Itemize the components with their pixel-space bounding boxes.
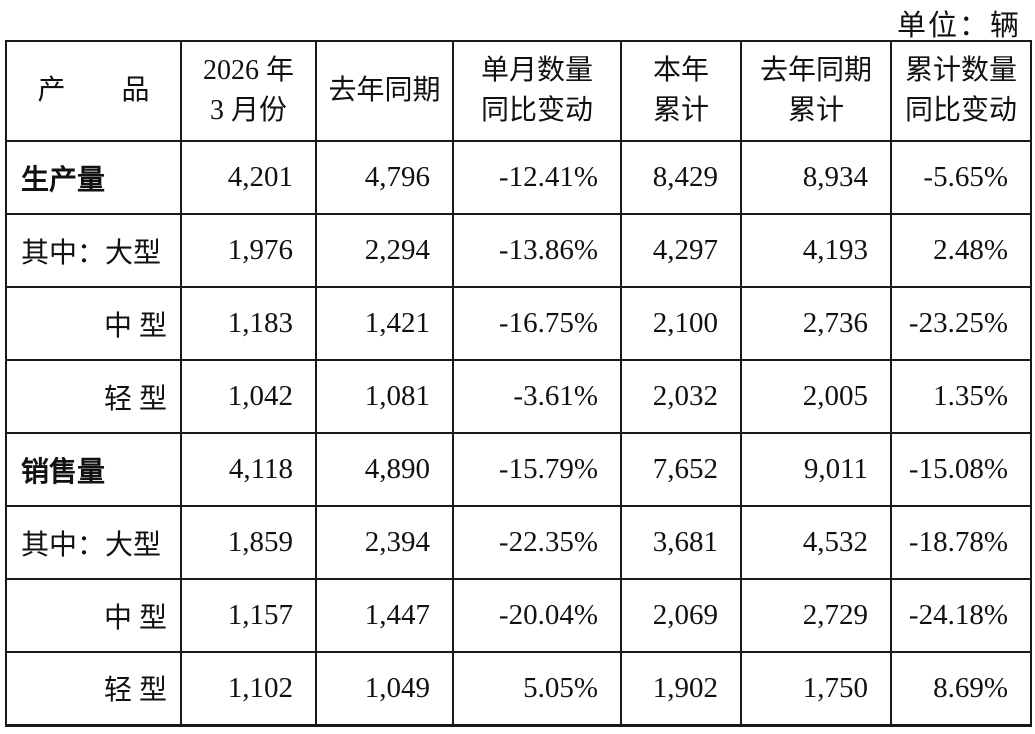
col-header-cumulative-yoy-change: 累计数量 同比变动	[890, 40, 1032, 142]
cell-value: 2,394	[315, 505, 454, 580]
cell-value: 1,447	[315, 578, 454, 653]
cell-value: 2.48%	[890, 213, 1032, 288]
cell-value: 1,183	[180, 286, 317, 361]
cell-value: 3,681	[620, 505, 742, 580]
col-header-product: 产 品	[5, 40, 182, 142]
cell-value: 4,890	[315, 432, 454, 507]
table-row-sales-large: 其中：大型 1,859 2,394 -22.35% 3,681 4,532 -1…	[5, 505, 1032, 580]
col-header-same-period-last-year: 去年同期	[315, 40, 454, 142]
cell-value: 1,976	[180, 213, 317, 288]
cell-value: 1,421	[315, 286, 454, 361]
production-sales-table: 产 品 2026 年 3 月份 去年同期 单月数量 同比变动 本年 累计 去年同…	[5, 40, 1032, 727]
cell-value: 4,193	[740, 213, 892, 288]
cell-value: 2,005	[740, 359, 892, 434]
col-header-last-year-ytd-total: 去年同期 累计	[740, 40, 892, 142]
table-row-production-medium: 中 型 1,183 1,421 -16.75% 2,100 2,736 -23.…	[5, 286, 1032, 361]
cell-value: 1,750	[740, 651, 892, 726]
row-label: 生产量	[5, 140, 182, 215]
cell-value: 1.35%	[890, 359, 1032, 434]
unit-label: 单位：辆	[896, 10, 1021, 42]
row-label: 销售量	[5, 432, 182, 507]
cell-value: 2,736	[740, 286, 892, 361]
cell-value: 2,100	[620, 286, 742, 361]
cell-value: 4,796	[315, 140, 454, 215]
cell-value: 4,532	[740, 505, 892, 580]
header-row: 产 品 2026 年 3 月份 去年同期 单月数量 同比变动 本年 累计 去年同…	[5, 40, 1032, 142]
cell-value: 2,032	[620, 359, 742, 434]
cell-value: 8,429	[620, 140, 742, 215]
cell-value: 8,934	[740, 140, 892, 215]
table-row-sales-medium: 中 型 1,157 1,447 -20.04% 2,069 2,729 -24.…	[5, 578, 1032, 653]
row-label: 中 型	[5, 578, 182, 653]
table-row-production-light: 轻 型 1,042 1,081 -3.61% 2,032 2,005 1.35%	[5, 359, 1032, 434]
cell-value: 1,902	[620, 651, 742, 726]
row-label: 其中：大型	[5, 505, 182, 580]
cell-value: -20.04%	[452, 578, 622, 653]
cell-value: -24.18%	[890, 578, 1032, 653]
row-label: 其中：大型	[5, 213, 182, 288]
table-row-production-total: 生产量 4,201 4,796 -12.41% 8,429 8,934 -5.6…	[5, 140, 1032, 215]
cell-value: 1,157	[180, 578, 317, 653]
cell-value: 4,201	[180, 140, 317, 215]
cell-value: 5.05%	[452, 651, 622, 726]
cell-value: -15.79%	[452, 432, 622, 507]
cell-value: -13.86%	[452, 213, 622, 288]
cell-value: 1,102	[180, 651, 317, 726]
cell-value: -12.41%	[452, 140, 622, 215]
cell-value: -15.08%	[890, 432, 1032, 507]
cell-value: -16.75%	[452, 286, 622, 361]
table-row-production-large: 其中：大型 1,976 2,294 -13.86% 4,297 4,193 2.…	[5, 213, 1032, 288]
row-label: 中 型	[5, 286, 182, 361]
row-label: 轻 型	[5, 651, 182, 726]
col-header-current-month: 2026 年 3 月份	[180, 40, 317, 142]
table-row-sales-total: 销售量 4,118 4,890 -15.79% 7,652 9,011 -15.…	[5, 432, 1032, 507]
cell-value: 4,118	[180, 432, 317, 507]
col-header-ytd-total: 本年 累计	[620, 40, 742, 142]
cell-value: -3.61%	[452, 359, 622, 434]
col-header-monthly-yoy-change: 单月数量 同比变动	[452, 40, 622, 142]
cell-value: 1,049	[315, 651, 454, 726]
cell-value: 9,011	[740, 432, 892, 507]
cell-value: -18.78%	[890, 505, 1032, 580]
cell-value: 7,652	[620, 432, 742, 507]
cell-value: 2,069	[620, 578, 742, 653]
cell-value: -5.65%	[890, 140, 1032, 215]
cell-value: 1,081	[315, 359, 454, 434]
cell-value: -23.25%	[890, 286, 1032, 361]
cell-value: 8.69%	[890, 651, 1032, 726]
cell-value: 1,859	[180, 505, 317, 580]
cell-value: 2,729	[740, 578, 892, 653]
cell-value: -22.35%	[452, 505, 622, 580]
table-row-sales-light: 轻 型 1,102 1,049 5.05% 1,902 1,750 8.69%	[5, 651, 1032, 726]
cell-value: 2,294	[315, 213, 454, 288]
cell-value: 4,297	[620, 213, 742, 288]
cell-value: 1,042	[180, 359, 317, 434]
row-label: 轻 型	[5, 359, 182, 434]
